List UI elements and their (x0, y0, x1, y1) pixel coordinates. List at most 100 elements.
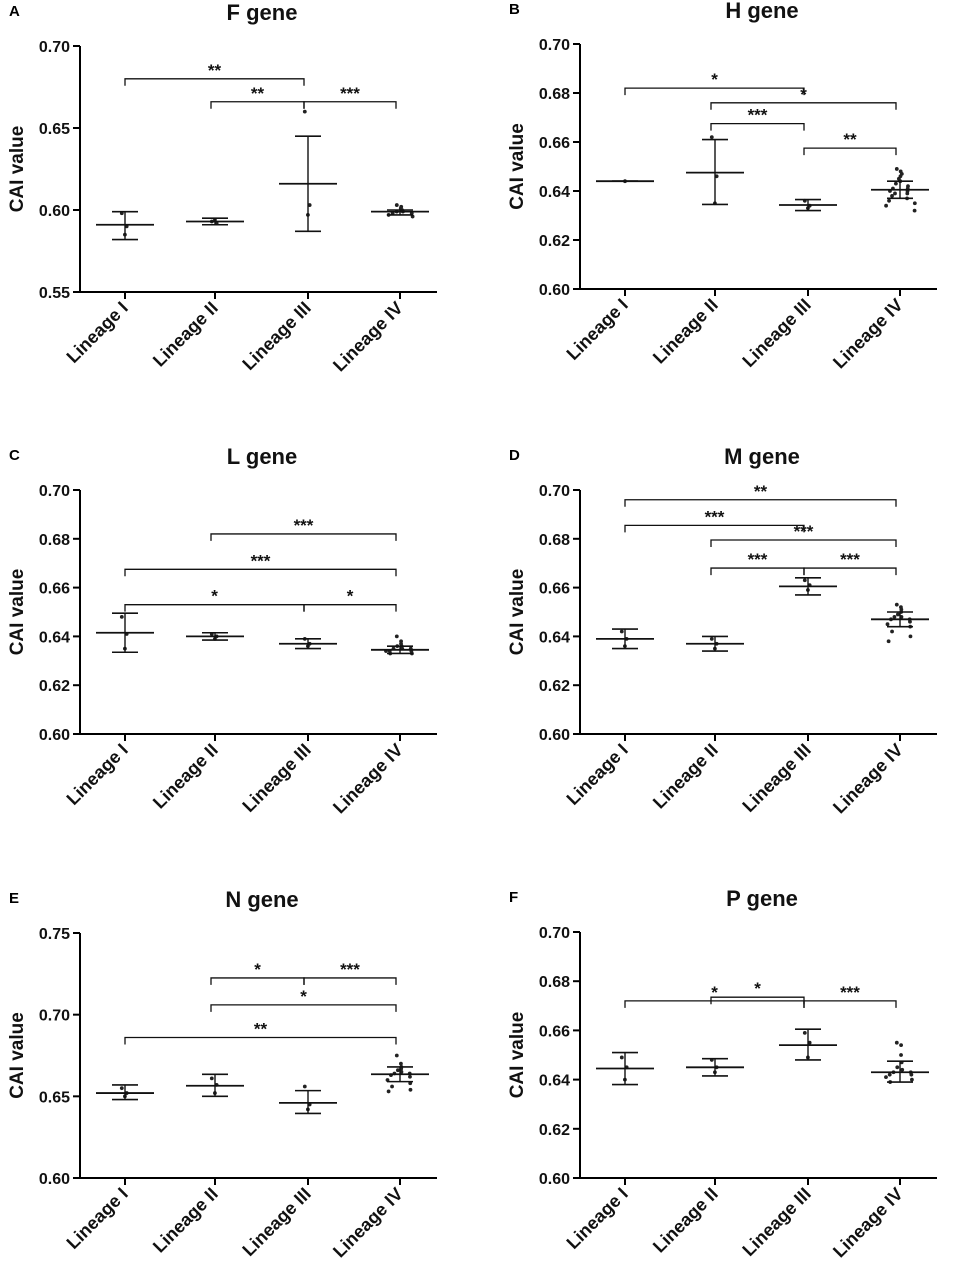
data-point (905, 191, 910, 196)
group-lineage-1 (596, 1051, 654, 1086)
significance-bracket: ** (124, 61, 305, 86)
x-tick-label: Lineage I (563, 295, 632, 364)
significance-bracket: * (710, 85, 897, 110)
bracket-line (710, 102, 897, 110)
data-point (307, 203, 312, 207)
significance-bracket: ** (124, 1020, 397, 1045)
y-axis-label: CAI value (507, 123, 528, 210)
y-axis-label: CAI value (7, 1012, 28, 1099)
x-tick-label: Lineage III (238, 298, 314, 374)
data-point (394, 1053, 399, 1058)
significance-p001: *** (251, 551, 271, 570)
x-tick-label: Lineage II (149, 298, 222, 371)
bracket-line (124, 78, 305, 86)
data-point (912, 201, 917, 206)
group-lineage-2 (186, 631, 244, 641)
x-tick-label: Lineage III (238, 740, 314, 816)
bracket-line (303, 101, 397, 109)
data-point (886, 639, 891, 644)
group-lineage-3 (279, 1084, 337, 1115)
panel-title: M gene (724, 444, 800, 469)
y-tick-label: 0.62 (539, 1122, 570, 1139)
data-point (893, 191, 897, 196)
x-tick-label: Lineage I (63, 1184, 132, 1253)
panel-e: E N gene CAI value 0.60 0.65 0.70 0.75 Lineage … (7, 887, 437, 1261)
data-point (709, 636, 714, 641)
y-tick-label: 0.60 (39, 727, 70, 744)
y-tick-label: 0.66 (39, 581, 70, 598)
significance-bracket: * (210, 987, 397, 1012)
bracket-line (210, 977, 305, 985)
x-tick-label: Lineage II (649, 1184, 722, 1257)
group-lineage-4 (371, 1053, 429, 1094)
data-point (899, 1043, 903, 1048)
significance-p05: * (211, 587, 218, 606)
data-point (899, 1053, 903, 1057)
bracket-line (624, 499, 897, 507)
group-lineage-3 (279, 636, 337, 650)
significance-bracket: *** (710, 550, 805, 576)
x-tick-label: Lineage III (738, 295, 814, 371)
group-lineage-4 (871, 1040, 929, 1084)
significance-p05: * (254, 960, 261, 979)
significance-bracket: *** (124, 551, 397, 577)
data-point (895, 1065, 900, 1070)
group-lineage-2 (186, 217, 244, 226)
y-tick-label: 0.64 (39, 629, 70, 646)
x-tick-label: Lineage II (149, 1184, 222, 1257)
significance-p05: * (347, 587, 354, 606)
x-tick-label: Lineage IV (329, 740, 407, 818)
y-tick-label: 0.70 (39, 483, 70, 500)
significance-p05: * (300, 987, 307, 1006)
significance-bracket: *** (303, 84, 397, 109)
data-point (302, 1084, 307, 1089)
significance-bracket: *** (210, 516, 397, 541)
group-lineage-1 (596, 628, 654, 650)
data-point (395, 1068, 400, 1073)
group-lineage-2 (686, 635, 744, 652)
data-point (619, 629, 624, 634)
significance-bracket: *** (710, 106, 805, 131)
x-tick-label: Lineage I (563, 1184, 632, 1253)
data-point (887, 1072, 892, 1077)
significance-p001: *** (840, 983, 860, 1002)
x-tick-label: Lineage I (563, 740, 632, 809)
data-point (887, 198, 891, 203)
group-lineage-1 (96, 210, 154, 241)
y-tick-label: 0.65 (39, 1089, 70, 1106)
bracket-line (124, 1036, 397, 1045)
significance-p001: *** (794, 522, 814, 541)
significance-bracket: ** (803, 130, 897, 156)
x-tick-label: Lineage IV (329, 298, 407, 376)
significance-bracket: ** (210, 84, 305, 109)
panel-letter: D (509, 447, 520, 464)
y-tick-label: 0.65 (39, 121, 70, 138)
bracket-line (710, 122, 805, 131)
group-lineage-2 (186, 1073, 244, 1098)
data-point (709, 135, 714, 140)
y-tick-label: 0.70 (539, 483, 570, 500)
bracket-line (303, 977, 397, 985)
x-tick-label: Lineage III (738, 1184, 814, 1260)
significance-bracket: * (624, 983, 805, 1008)
significance-bracket: * (124, 587, 305, 612)
data-point (884, 1075, 888, 1080)
panel-title: P gene (726, 886, 798, 911)
group-lineage-3 (779, 577, 837, 596)
x-tick-label: Lineage II (649, 295, 722, 368)
bracket-line (710, 567, 805, 576)
y-tick-label: 0.70 (39, 1008, 70, 1025)
data-point (908, 619, 912, 624)
bracket-line (210, 1004, 397, 1012)
group-lineage-3 (779, 1028, 837, 1061)
data-point (119, 1086, 124, 1091)
data-point (910, 1077, 914, 1082)
data-point (895, 612, 900, 617)
significance-p01: ** (251, 84, 265, 103)
panel-title: N gene (225, 887, 298, 912)
data-point (119, 614, 124, 619)
significance-p01: ** (843, 130, 857, 149)
y-tick-label: 0.55 (39, 285, 70, 302)
y-axis-label: CAI value (7, 569, 28, 656)
significance-bracket: ** (624, 482, 897, 507)
